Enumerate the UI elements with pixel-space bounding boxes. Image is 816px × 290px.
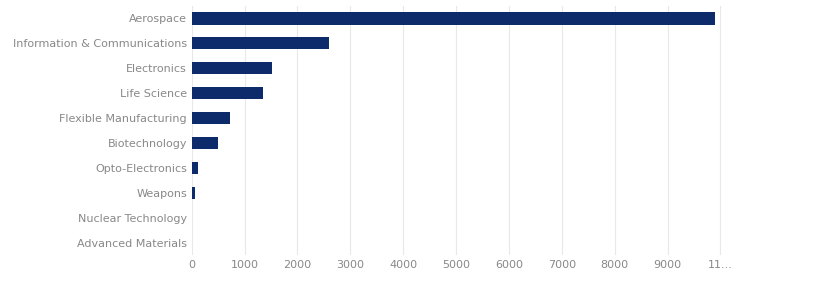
Bar <box>192 12 715 25</box>
Bar <box>192 112 230 124</box>
Bar <box>192 62 272 75</box>
Bar <box>192 37 329 50</box>
Bar <box>192 187 195 199</box>
Bar <box>192 137 218 149</box>
Bar <box>192 87 263 99</box>
Bar <box>192 162 198 174</box>
